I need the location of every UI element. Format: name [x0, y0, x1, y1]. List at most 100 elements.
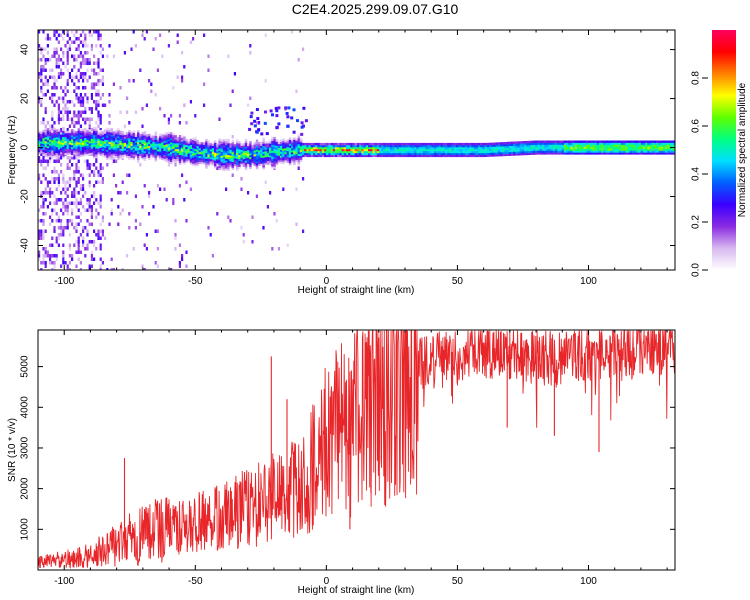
spectrogram-band-cell [297, 159, 301, 162]
spectrogram-noise-cell [88, 240, 91, 244]
spectrogram-band-cell [262, 165, 265, 168]
spectrogram-noise-cell [71, 79, 74, 83]
spectrogram-band-cell [88, 137, 92, 140]
spectrogram-band-cell [205, 166, 208, 169]
spectrogram-noise-cell [66, 79, 69, 83]
spectrogram-band-cell [434, 144, 437, 148]
spectrogram-band-cell [73, 134, 76, 137]
spectrogram-band-cell [341, 152, 345, 156]
spectrogram-noise-cell [79, 75, 82, 79]
spectrogram-band-cell [137, 151, 140, 154]
spectrogram-band-cell [106, 145, 109, 148]
spectrogram-band-cell [535, 148, 538, 151]
spectrogram-band-cell [271, 142, 274, 145]
spectrogram-noise-cell [95, 30, 98, 34]
spectrogram-band-cell [93, 128, 96, 132]
spectrogram-noise-cell [90, 257, 93, 261]
spectrogram-band-cell [271, 160, 274, 163]
spectrogram-band-cell [189, 160, 193, 163]
spectrogram-band-cell [121, 146, 125, 150]
spectrogram-band-cell [372, 148, 375, 152]
spectrogram-band-cell [156, 143, 160, 146]
spectrogram-band-cell [82, 140, 85, 143]
spectrogram-noise-cell [57, 61, 60, 65]
spectrogram-band-cell [266, 150, 270, 154]
spectrogram-band-cell [460, 142, 463, 146]
spectrogram-band-cell [104, 135, 107, 138]
spectrogram-band-cell [442, 152, 446, 156]
spectrogram-band-cell [451, 144, 455, 148]
spectrogram-band-cell [247, 153, 250, 156]
spectrogram-band-cell [438, 152, 441, 156]
spectrogram-band-cell [115, 135, 118, 139]
spectrogram-noise-cell [62, 30, 65, 34]
spectrogram-band-cell [330, 144, 334, 148]
spectrogram-band-cell [673, 148, 675, 151]
spectrogram-noise-cell [42, 212, 45, 216]
spectrogram-noise-cell [55, 240, 58, 244]
spectrogram-band-cell [183, 142, 186, 145]
spectrogram-band-cell [117, 128, 120, 131]
spectrogram-noise-cell [84, 107, 87, 111]
spectrogram-band-cell [40, 147, 43, 150]
spectrogram-noise-cell [49, 58, 52, 62]
spectrogram-band-cell [601, 144, 604, 147]
spectrogram-band-cell [198, 153, 202, 157]
spectrogram-band-cell [546, 148, 549, 151]
spectrogram-noise-cell [93, 54, 96, 58]
spectrogram-band-cell [306, 142, 309, 146]
spectrogram-band-cell [198, 159, 202, 162]
spectrogram-band-cell [216, 149, 219, 152]
spectrogram-noise-cell [51, 156, 54, 160]
spectrogram-band-cell [491, 154, 494, 157]
spectrogram-band-cell [137, 155, 140, 158]
spectrogram-band-cell [343, 154, 347, 158]
spectrogram-band-cell [557, 140, 560, 143]
spectrogram-noise-cell [82, 236, 85, 240]
spectrogram-noise-cell [40, 58, 43, 62]
spectrogram-band-cell [119, 152, 122, 155]
spectrogram-band-cell [77, 140, 81, 143]
spectrogram-band-cell [669, 150, 672, 153]
spectrogram-noise-cell [86, 201, 89, 205]
spectrogram-band-cell [117, 130, 120, 133]
spectrogram-band-cell [194, 152, 197, 155]
spectrogram-band-cell [244, 152, 248, 155]
spectrogram-band-cell [425, 154, 428, 158]
spectrogram-band-cell [634, 150, 637, 153]
spectrogram-band-cell [88, 139, 92, 142]
spectrogram-band-cell [495, 146, 499, 149]
spectrogram-band-cell [497, 150, 501, 153]
spectrogram-noise-cell [55, 30, 58, 34]
spectrogram-band-cell [82, 146, 85, 149]
spectrogram-band-cell [555, 144, 558, 147]
colorbar-scale [712, 30, 736, 270]
spectrogram-noise-cell [84, 44, 87, 48]
spectrogram-band-cell [104, 155, 107, 158]
spectrogram-band-cell [249, 156, 252, 160]
spectrogram-band-cell [194, 146, 197, 149]
spectrogram-band-cell [79, 136, 83, 139]
spectrogram-noise-cell [40, 68, 43, 72]
spectrogram-band-cell [469, 144, 472, 148]
spectrogram-band-cell [310, 150, 314, 154]
spectrogram-band-cell [645, 142, 648, 145]
spectrogram-band-cell [68, 138, 72, 141]
spectrogram-noise-cell [66, 180, 69, 184]
spectrogram-band-cell [277, 157, 281, 160]
spectrogram-noise-cell [64, 103, 67, 107]
spectrogram-noise-cell [79, 198, 82, 202]
spectrogram-band-cell [163, 142, 166, 145]
spectrogram-band-cell [632, 148, 635, 151]
spectrogram-noise-cell [49, 254, 52, 258]
spectrogram-band-cell [101, 144, 105, 147]
spectrogram-band-cell [139, 145, 142, 149]
spectrogram-band-cell [42, 135, 45, 139]
spectrogram-band-cell [431, 144, 435, 148]
spectrogram-band-cell [297, 134, 301, 137]
spectrogram-band-cell [189, 150, 193, 153]
spectrogram-band-cell [154, 135, 158, 138]
spectrogram-band-cell [262, 157, 265, 160]
spectrogram-noise-cell [271, 113, 274, 117]
spectrogram-band-cell [513, 149, 516, 152]
